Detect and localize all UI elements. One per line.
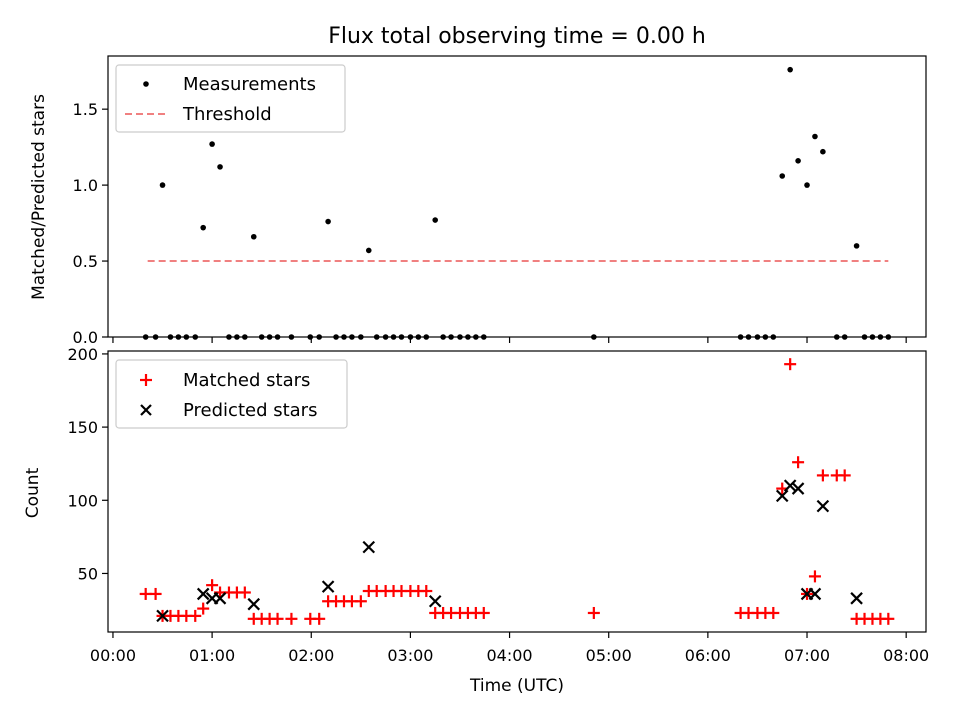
top-y-tick-label: 1.5 bbox=[73, 100, 98, 119]
measurement-point bbox=[853, 243, 860, 249]
legend-predicted-label: Predicted stars bbox=[183, 400, 317, 421]
bottom-x-tick-label: 06:00 bbox=[685, 646, 731, 665]
predicted-star-point bbox=[816, 499, 830, 513]
bottom-y-tick-label: 50 bbox=[78, 564, 98, 583]
matched-star-point bbox=[477, 606, 490, 619]
measurement-point bbox=[432, 217, 439, 223]
bottom-y-axis-label: Count bbox=[23, 467, 43, 518]
top-legend-box bbox=[115, 64, 346, 133]
bottom-plot-marks bbox=[139, 358, 895, 625]
legend-measurements-label: Measurements bbox=[183, 74, 316, 95]
top-legend: Measurements Threshold bbox=[115, 64, 346, 133]
bottom-y-axis: 50 100 150 200 bbox=[67, 345, 108, 583]
bottom-x-tick-label: 08:00 bbox=[883, 646, 929, 665]
matched-star-point bbox=[313, 612, 326, 625]
matched-star-point bbox=[587, 606, 600, 619]
measurement-point bbox=[820, 148, 826, 155]
predicted-star-point bbox=[362, 540, 376, 554]
top-panel: Flux total observing time = 0.00 h 0.00.… bbox=[29, 24, 927, 347]
bottom-y-tick-label: 150 bbox=[67, 418, 98, 437]
top-y-axis-label: Matched/Predicted stars bbox=[29, 94, 49, 300]
bottom-legend-box bbox=[115, 359, 348, 429]
matched-star-point bbox=[784, 358, 797, 371]
legend-predicted-marker bbox=[140, 404, 152, 416]
legend-threshold-label: Threshold bbox=[182, 104, 272, 125]
measurement-point bbox=[217, 164, 223, 170]
measurement-point bbox=[209, 141, 215, 147]
matched-star-point bbox=[238, 586, 251, 599]
matched-star-point bbox=[882, 612, 895, 625]
measurement-point bbox=[200, 224, 206, 231]
measurement-point bbox=[804, 182, 810, 188]
bottom-panel: 50 100 150 200 00:00 01:00 02:00 03:00 04:00 05:… bbox=[23, 345, 929, 696]
matched-star-point bbox=[354, 595, 367, 608]
predicted-star-point bbox=[213, 592, 227, 605]
measurement-point bbox=[325, 218, 331, 225]
predicted-star-point bbox=[428, 594, 442, 608]
top-y-tick-label: 1.0 bbox=[73, 176, 98, 195]
measurement-point bbox=[250, 233, 257, 240]
matched-star-point bbox=[420, 585, 433, 598]
bottom-x-tick-label: 00:00 bbox=[90, 646, 136, 665]
predicted-star-point bbox=[808, 587, 822, 601]
measurement-point bbox=[787, 66, 793, 73]
matched-star-point bbox=[792, 456, 805, 469]
matched-star-point bbox=[149, 587, 162, 600]
predicted-star-point bbox=[321, 580, 335, 593]
matched-star-point bbox=[271, 612, 284, 625]
predicted-star-point bbox=[247, 597, 261, 611]
bottom-x-tick-label: 02:00 bbox=[288, 646, 334, 665]
bottom-x-tick-label: 05:00 bbox=[586, 646, 632, 665]
legend-measurements-marker bbox=[143, 81, 149, 87]
top-x-axis bbox=[112, 337, 907, 343]
measurement-point bbox=[795, 158, 801, 164]
bottom-x-tick-label: 04:00 bbox=[487, 646, 533, 665]
predicted-star-point bbox=[850, 592, 863, 605]
matched-star-point bbox=[206, 579, 219, 592]
top-axes-frame bbox=[107, 55, 927, 338]
bottom-y-tick-label: 200 bbox=[67, 345, 98, 364]
measurement-point bbox=[779, 173, 786, 179]
predicted-star-point bbox=[775, 489, 789, 503]
bottom-x-tick-label: 03:00 bbox=[387, 646, 433, 665]
bottom-axes-frame bbox=[107, 350, 927, 633]
bottom-legend: Matched stars Predicted stars bbox=[115, 359, 348, 429]
predicted-star-point bbox=[791, 482, 805, 495]
predicted-star-point bbox=[196, 587, 210, 601]
matched-star-point bbox=[767, 606, 780, 619]
predicted-star-point bbox=[783, 479, 797, 492]
bottom-x-tick-label: 07:00 bbox=[784, 646, 830, 665]
top-y-axis: 0.0 0.5 1.0 1.5 bbox=[73, 100, 108, 347]
predicted-star-point bbox=[156, 609, 169, 623]
matched-star-point bbox=[285, 612, 298, 625]
top-y-tick-label: 0.0 bbox=[73, 328, 98, 347]
x-axis-label: Time (UTC) bbox=[469, 676, 564, 696]
matched-star-point bbox=[197, 602, 210, 615]
top-y-tick-label: 0.5 bbox=[73, 252, 98, 271]
legend-matched-label: Matched stars bbox=[183, 370, 310, 391]
bottom-x-axis: 00:00 01:00 02:00 03:00 04:00 05:00 06:00 07:00… bbox=[90, 632, 929, 665]
matched-star-point bbox=[189, 609, 202, 622]
matched-star-point bbox=[838, 469, 851, 482]
bottom-y-tick-label: 100 bbox=[67, 491, 98, 510]
legend-matched-marker bbox=[140, 374, 152, 386]
matched-star-point bbox=[808, 570, 821, 583]
measurement-point bbox=[365, 247, 372, 254]
measurement-point bbox=[812, 133, 818, 140]
matched-star-point bbox=[816, 469, 829, 482]
chart-title: Flux total observing time = 0.00 h bbox=[328, 24, 706, 49]
measurement-point bbox=[159, 182, 166, 188]
bottom-x-tick-label: 01:00 bbox=[189, 646, 235, 665]
